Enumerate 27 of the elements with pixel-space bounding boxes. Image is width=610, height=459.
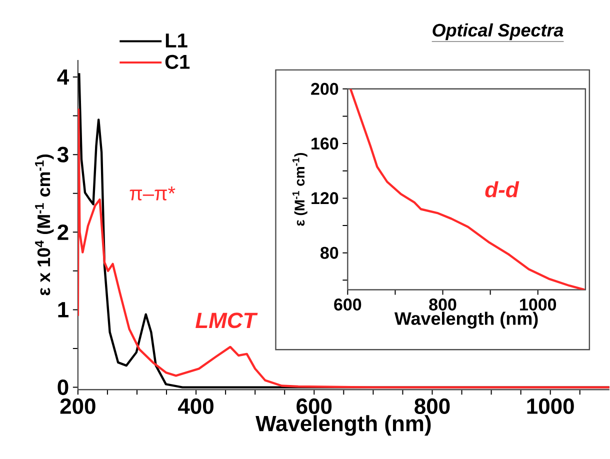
y-tick-label: 1 — [58, 302, 68, 318]
x-axis-title: Wavelength (nm) — [394, 312, 538, 329]
x-tick-label: 600 — [334, 298, 362, 311]
x-tick-label: 800 — [414, 398, 450, 414]
y-axis-title: ε (M$^{-1}$ cm$^{-1}$) — [292, 153, 308, 226]
y-tick-label: 2 — [58, 224, 68, 240]
y-tick-label: 200 — [311, 83, 338, 96]
y-axis-title: ε x 10$^{4}$ (M$^{-1}$ cm$^{-1}$) — [35, 154, 54, 296]
annotation: π–π* — [130, 186, 176, 201]
x-tick-label: 400 — [178, 398, 214, 414]
y-tick-label: 80 — [320, 247, 338, 260]
y-tick-label: 120 — [312, 192, 338, 204]
x-axis-title: Wavelength (nm) — [256, 415, 431, 436]
y-tick-label: 3 — [57, 146, 68, 163]
annotation: d-d — [485, 181, 520, 198]
x-tick-label: 800 — [429, 298, 456, 311]
chart-title: Optical Spectra — [432, 24, 564, 40]
legend-label: L1 — [166, 34, 188, 48]
y-tick-label: 4 — [57, 70, 69, 85]
y-tick-label: 0 — [58, 380, 68, 396]
x-tick-label: 1000 — [520, 298, 556, 311]
x-tick-label: 1000 — [527, 398, 574, 414]
line-series — [349, 89, 586, 290]
annotation: LMCT — [196, 312, 258, 328]
y-tick-label: 160 — [312, 138, 338, 150]
legend-label: C1 — [165, 55, 190, 70]
x-tick-label: 600 — [296, 398, 332, 414]
